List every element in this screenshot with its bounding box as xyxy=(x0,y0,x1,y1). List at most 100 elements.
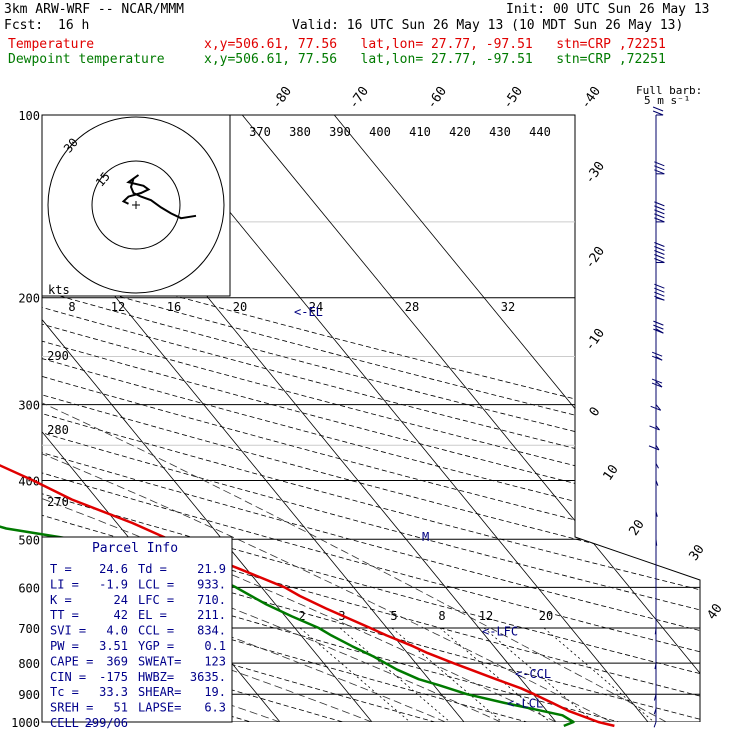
isotherm-label--70: -70 xyxy=(346,84,372,112)
wind-barb-flag-350-0 xyxy=(648,445,660,451)
theta-e-label-32: 32 xyxy=(501,300,515,314)
mixing-ratio-label-20: 20 xyxy=(539,609,553,623)
isotherm-label--10: -10 xyxy=(582,326,608,354)
moist-adiabat-6 xyxy=(42,297,667,722)
wind-barb-flag-175-4 xyxy=(654,242,665,247)
theta-e-label-8: 8 xyxy=(68,300,75,314)
dry-adiabat-340 xyxy=(42,115,700,722)
theta-label-410: 410 xyxy=(409,125,431,139)
parcel-key2-0: Td = xyxy=(138,562,167,576)
temperature-location: x,y=506.61, 77.56 lat,lon= 27.77, -97.51… xyxy=(204,37,666,52)
wind-barb-flag-300-0 xyxy=(650,405,661,411)
theta-label-380: 380 xyxy=(289,125,311,139)
level-ccl: <-CCL xyxy=(515,667,551,681)
dewpoint-location: x,y=506.61, 77.56 lat,lon= 27.77, -97.51… xyxy=(204,52,666,67)
level-lcl: <-LCL xyxy=(507,697,543,711)
wind-barb-1000 xyxy=(653,721,657,728)
parcel-key-7: CIN = xyxy=(50,670,86,684)
parcel-value-2: 24 xyxy=(114,593,128,607)
dry-adiabat-label-270: 270 xyxy=(47,495,69,509)
wind-barb-800 xyxy=(654,663,657,670)
parcel-key-6: CAPE = xyxy=(50,654,93,668)
parcel-value-0: 24.6 xyxy=(99,562,128,576)
wind-barb-450 xyxy=(655,511,658,517)
parcel-key-3: TT = xyxy=(50,608,79,622)
mixing-ratio-line-12 xyxy=(483,627,595,722)
moist-adiabat-1 xyxy=(42,297,373,722)
mixing-ratio-label-5: 5 xyxy=(390,609,397,623)
wind-barb-flag-150-4 xyxy=(654,201,665,207)
forecast-label: Fcst: xyxy=(4,18,44,33)
parcel-key2-8: SHEAR= xyxy=(138,685,181,699)
mixing-ratio-line-5 xyxy=(391,627,503,722)
wind-barb-flag-100-0 xyxy=(652,110,664,116)
parcel-info-title: Parcel Info xyxy=(92,541,178,556)
parcel-value-1: -1.9 xyxy=(99,577,128,591)
wind-barb-flag-125-0 xyxy=(654,169,665,175)
isotherm-label--50: -50 xyxy=(500,84,526,112)
parcel-key-10: CELL = xyxy=(50,716,93,730)
pressure-label-1000: 1000 xyxy=(11,716,40,730)
parcel-key2-9: LAPSE= xyxy=(138,701,181,715)
wind-barb-flag-200-2 xyxy=(654,287,665,293)
theta-label-420: 420 xyxy=(449,125,471,139)
parcel-value2-5: 0.1 xyxy=(204,639,226,653)
parcel-value2-3: 211. xyxy=(197,608,226,622)
mixing-ratio-label-2: 2 xyxy=(298,609,305,623)
hodograph-units: kts xyxy=(48,283,70,297)
temperature-legend: Temperature xyxy=(8,37,95,52)
hodograph-ring-1 xyxy=(47,116,225,294)
hodograph-trace xyxy=(121,174,197,220)
dry-adiabat-280 xyxy=(42,115,482,722)
wind-barb-flag-200-0 xyxy=(654,295,665,301)
parcel-value2-6: 123 xyxy=(204,654,226,668)
isotherm-40 xyxy=(219,115,700,722)
dry-adiabat-320 xyxy=(42,115,700,722)
wind-barb-700 xyxy=(654,627,657,635)
wind-barb-flag-200-1 xyxy=(654,291,665,297)
isotherm-label-20: 20 xyxy=(626,517,647,538)
wind-key-title: Full barb: xyxy=(636,84,702,97)
theta-label-370: 370 xyxy=(249,125,271,139)
wind-barbs xyxy=(648,106,665,728)
wind-barb-flag-225-1 xyxy=(653,324,664,330)
parcel-info-box: Parcel Info T = 24.6 Td = 21.9 LI = -1.9 LCL = 9… xyxy=(41,536,233,730)
parcel-key-9: SREH = xyxy=(50,701,93,715)
pressure-label-900: 900 xyxy=(18,688,40,702)
isotherm-label--40: -40 xyxy=(578,84,604,112)
parcel-value-7: -175 xyxy=(99,670,128,684)
moist-adiabat-4 xyxy=(42,297,557,722)
parcel-value2-7: 3635. xyxy=(190,670,226,684)
parcel-value2-1: 933. xyxy=(197,577,226,591)
pressure-label-200: 200 xyxy=(18,292,40,306)
parcel-value-5: 3.51 xyxy=(99,639,128,653)
mixing-ratio-lines xyxy=(299,627,655,722)
parcel-value-9: 51 xyxy=(114,701,128,715)
wind-barb-flag-175-3 xyxy=(654,246,665,251)
dry-adiabat-label-280: 280 xyxy=(47,423,69,437)
dry-adiabat-410 xyxy=(42,115,700,722)
pressure-label-800: 800 xyxy=(18,657,40,671)
wind-barb-flag-125-1 xyxy=(654,165,665,171)
parcel-key-0: T = xyxy=(50,562,72,576)
dry-adiabat-360 xyxy=(42,115,700,722)
isotherm-label-40: 40 xyxy=(704,601,725,622)
dry-adiabat-350 xyxy=(42,115,700,722)
dry-adiabat-450 xyxy=(42,115,700,722)
parcel-value2-2: 710. xyxy=(197,593,226,607)
mixing-ratio-line-2 xyxy=(299,627,411,722)
isotherm-10 xyxy=(42,115,475,722)
level-el: <-EL xyxy=(294,305,323,319)
wind-barb-350 xyxy=(655,444,660,451)
pressure-label-300: 300 xyxy=(18,399,40,413)
theta-e-label-28: 28 xyxy=(405,300,419,314)
pressure-label-400: 400 xyxy=(18,474,40,488)
theta-e-label-12: 12 xyxy=(111,300,125,314)
dewpoint-legend: Dewpoint temperature xyxy=(8,52,165,67)
theta-label-400: 400 xyxy=(369,125,391,139)
parcel-value2-9: 6.3 xyxy=(204,701,226,715)
theta-label-440: 440 xyxy=(529,125,551,139)
dry-adiabat-label-290: 290 xyxy=(47,349,69,363)
